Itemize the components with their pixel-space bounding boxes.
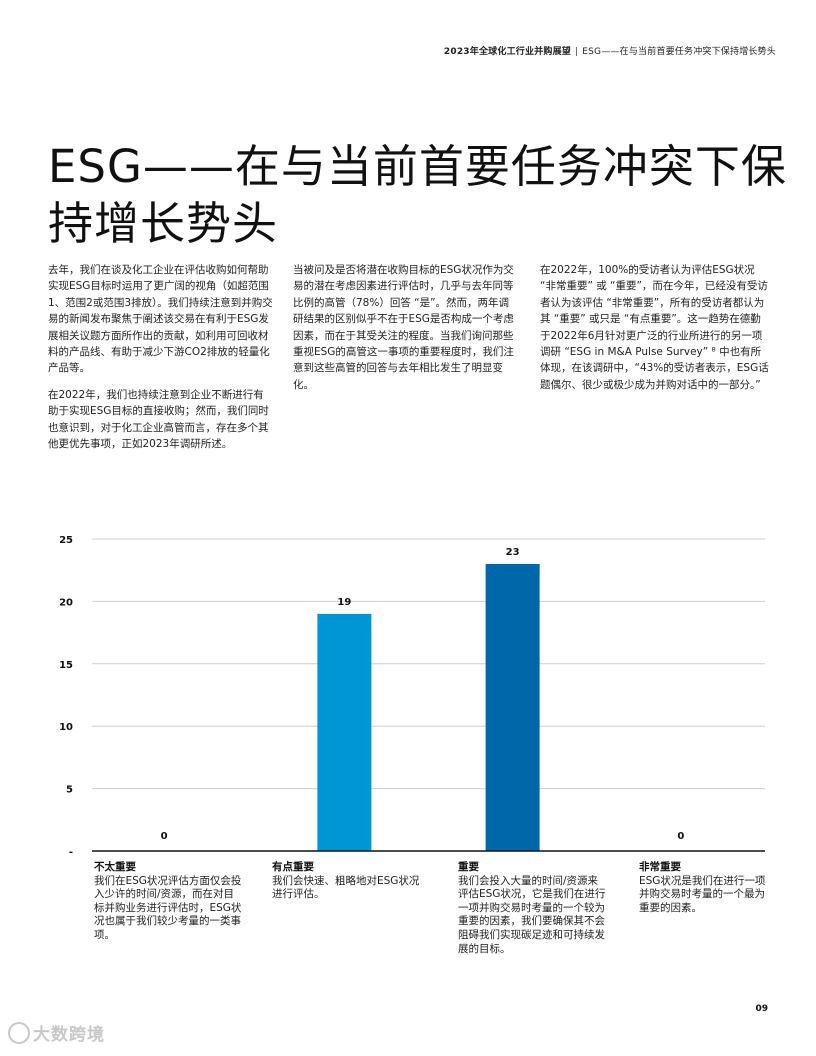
y-tick-label: 10 [59,722,73,733]
category-label: 有点重要 [272,861,314,873]
y-tick-label: 5 [66,785,73,796]
paragraph: 去年，我们在谈及化工企业在评估收购如何帮助实现ESG目标时运用了更广阔的视角（如… [48,264,273,375]
text-column-3: 在2022年，100%的受访者认为评估ESG状况 “非常重要” 或 “重要”，而… [540,262,770,403]
paragraph: 在2022年，我们也持续注意到企业不断进行有助于实现ESG目标的直接收购；然而，… [48,388,269,451]
running-header: 2023年全球化工行业并购展望 | ESG——在与当前首要任务冲突下保持增长势头 [444,44,776,57]
page-number: 09 [755,1004,768,1014]
bar [317,613,372,851]
data-label: 19 [337,597,351,608]
text-column-2: 当被问及是否将潜在收购目标的ESG状况作为交易的潜在考虑因素进行评估时，几乎与去… [293,262,519,403]
y-tick-label: 20 [59,597,73,608]
category-description: 我们在ESG状况评估方面仅会投入少许的时间/资源，而在对目标并购业务进行评估时，… [94,874,242,941]
category-block-3: 重要 我们会投入大量的时间/资源来评估ESG状况，它是我们在进行一项并购交易时考… [458,861,608,956]
section-name: ESG——在与当前首要任务冲突下保持增长势头 [582,47,776,57]
data-label: 0 [677,831,684,842]
paragraph: 当被问及是否将潜在收购目标的ESG状况作为交易的潜在考虑因素进行评估时，几乎与去… [293,264,514,391]
data-label: 23 [506,547,520,558]
category-block-1: 不太重要 我们在ESG状况评估方面仅会投入少许的时间/资源，而在对目标并购业务进… [94,861,244,943]
data-label: 0 [161,831,168,842]
report-name: 2023年全球化工行业并购展望 [443,47,571,57]
watermark: 大数跨境 [8,1020,105,1046]
category-label: 不太重要 [94,861,136,873]
bar-chart-svg: 25 20 15 10 5 - 0 19 23 0 [59,535,765,858]
page-title: ESG——在与当前首要任务冲突下保持增长势头 [48,140,787,251]
category-description: 我们会快速、粗略地对ESG状况进行评估。 [272,874,420,901]
bar-chart: 25 20 15 10 5 - 0 19 23 0 不太重要 我们在ESG状况评估方面仅会投入少许… [40,520,780,960]
watermark-logo-icon [8,1022,30,1044]
category-description: 我们会投入大量的时间/资源来评估ESG状况，它是我们在进行一项并购交易时考量的一… [458,874,606,955]
category-block-2: 有点重要 我们会快速、粗略地对ESG状况进行评估。 [272,861,422,902]
text-column-1: 去年，我们在谈及化工企业在评估收购如何帮助实现ESG目标时运用了更广阔的视角（如… [48,262,274,462]
category-description: ESG状况是我们在进行一项并购交易时考量的一个最为重要的因素。 [639,874,766,914]
header-separator: | [574,47,579,57]
watermark-text: 大数跨境 [33,1025,105,1045]
category-label: 重要 [458,861,479,873]
paragraph: 在2022年，100%的受访者认为评估ESG状况 “非常重要” 或 “重要”，而… [540,264,769,391]
category-label: 非常重要 [639,861,681,873]
y-tick-label: 15 [59,660,73,671]
bar [485,563,540,851]
y-tick-label: - [69,847,73,858]
category-block-4: 非常重要 ESG状况是我们在进行一项并购交易时考量的一个最为重要的因素。 [639,861,771,915]
y-tick-label: 25 [59,535,73,546]
